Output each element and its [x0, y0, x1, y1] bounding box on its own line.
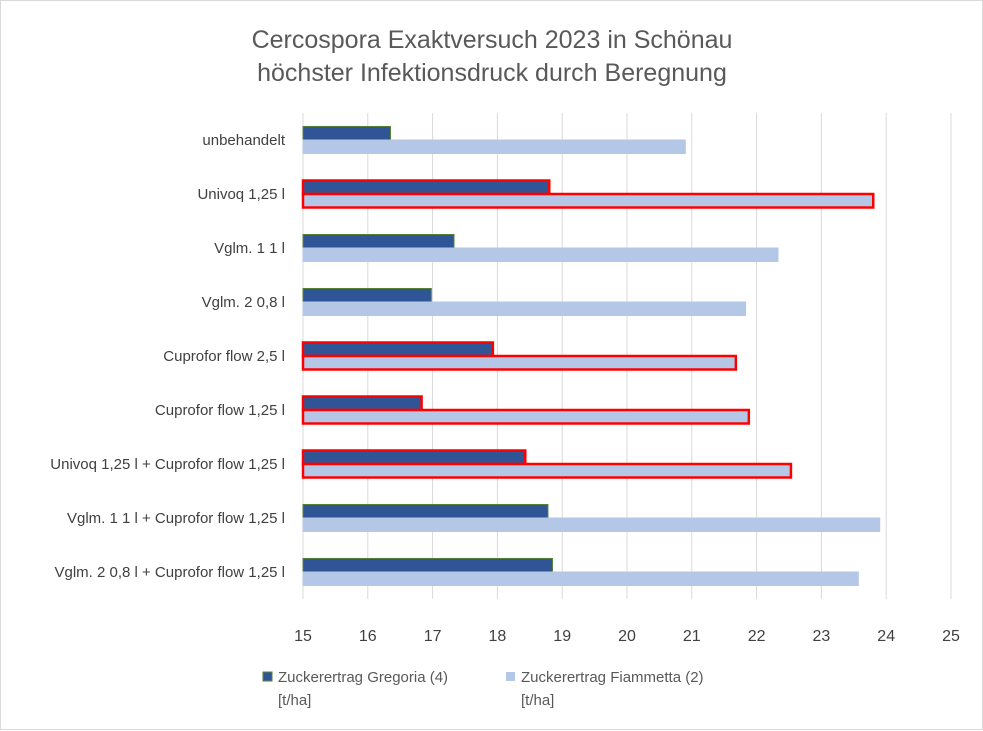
category-labels: unbehandelt Univoq 1,25 l Vglm. 1 1 l Vglm.…	[50, 132, 286, 581]
x-tick-label: 17	[424, 628, 442, 645]
legend: Zuckerertrag Gregoria (4) [t/ha] Zuckere…	[262, 669, 704, 709]
bar-series1-cat5	[301, 408, 751, 425]
x-tick-label: 24	[877, 628, 895, 645]
legend-label-gregoria-line-1: Zuckerertrag Gregoria (4)	[278, 669, 448, 686]
x-axis-tick-labels: 15 16 17 18 19 20 21 22 23 24 25	[294, 628, 960, 645]
category-label: Vglm. 2 0,8 l + Cuprofor flow 1,25 l	[54, 564, 285, 581]
x-tick-label: 20	[618, 628, 636, 645]
bar-series1-cat7	[302, 517, 881, 532]
category-label: Cuprofor flow 2,5 l	[163, 348, 285, 365]
legend-swatch-fiammetta	[506, 672, 515, 681]
legend-label-fiammetta-line-2: [t/ha]	[521, 692, 554, 709]
x-tick-label: 19	[553, 628, 571, 645]
bar-series0-cat2	[302, 234, 455, 249]
bar-series1-cat1	[301, 192, 875, 209]
bar-series1-cat8	[302, 571, 859, 586]
category-label: Univoq 1,25 l	[197, 186, 285, 203]
x-tick-label: 16	[359, 628, 377, 645]
bar-series1-cat0	[302, 139, 686, 154]
x-tick-label: 25	[942, 628, 960, 645]
legend-label-fiammetta-line-1: Zuckerertrag Fiammetta (2)	[521, 669, 704, 686]
x-tick-label: 18	[489, 628, 507, 645]
bar-series0-cat3	[302, 288, 432, 303]
bar-series0-cat5	[301, 395, 423, 412]
category-label: Cuprofor flow 1,25 l	[155, 402, 285, 419]
chart-title-line-2: höchster Infektionsdruck durch Beregnung	[257, 59, 727, 87]
bar-series0-cat7	[302, 504, 549, 519]
bar-series1-cat4	[301, 354, 738, 371]
category-label: Univoq 1,25 l + Cuprofor flow 1,25 l	[50, 456, 285, 473]
legend-label-gregoria-line-2: [t/ha]	[278, 692, 311, 709]
x-tick-label: 23	[813, 628, 831, 645]
category-label: unbehandelt	[202, 132, 285, 149]
bar-series0-cat6	[301, 449, 527, 466]
category-label: Vglm. 1 1 l	[214, 240, 285, 257]
x-tick-label: 22	[748, 628, 766, 645]
bar-series1-cat2	[302, 247, 779, 262]
bar-series1-cat3	[302, 301, 747, 316]
legend-swatch-gregoria	[262, 671, 273, 682]
category-label: Vglm. 2 0,8 l	[202, 294, 285, 311]
bar-series1-cat6	[301, 462, 793, 479]
bar-series0-cat0	[302, 126, 391, 141]
category-label: Vglm. 1 1 l + Cuprofor flow 1,25 l	[67, 510, 285, 527]
x-tick-label: 15	[294, 628, 312, 645]
bar-series0-cat8	[302, 558, 553, 573]
chart-title-line-1: Cercospora Exaktversuch 2023 in Schönau	[252, 26, 733, 54]
bar-series0-cat1	[301, 179, 551, 196]
x-tick-label: 21	[683, 628, 701, 645]
bar-series0-cat4	[301, 341, 495, 358]
bars	[301, 126, 881, 586]
